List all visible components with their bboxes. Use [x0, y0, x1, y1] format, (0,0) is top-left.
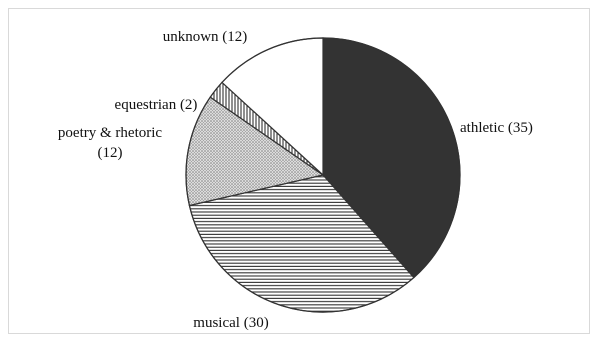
- pie-label-equestrian: equestrian (2): [115, 97, 198, 113]
- pie-outline: [185, 37, 461, 313]
- pie-label-unknown: unknown (12): [163, 29, 248, 45]
- pie-label-musical: musical (30): [193, 315, 268, 331]
- pie-slices: [185, 37, 461, 313]
- pie-label-poetry-rhetoric: poetry & rhetoric (12): [58, 125, 162, 161]
- pie-labels: athletic (35) musical (30) poetry & rhetor…: [58, 29, 533, 331]
- pie-label-athletic: athletic (35): [460, 120, 533, 136]
